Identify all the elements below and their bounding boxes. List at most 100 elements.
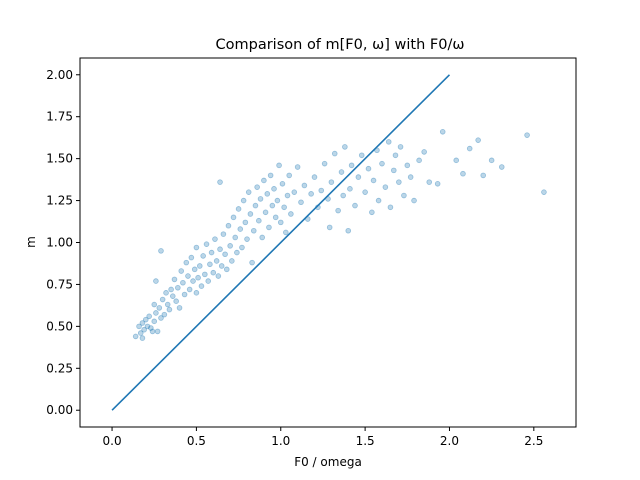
y-tick-label: 1.25	[46, 194, 73, 208]
scatter-point	[185, 273, 191, 279]
scatter-point	[358, 152, 365, 159]
scatter-point	[198, 283, 205, 289]
scatter-point	[144, 323, 151, 330]
scatter-point	[379, 160, 385, 167]
y-axis: 0.00 0.25 0.50 0.75 1.00 1.25 1.50 1.75 2.00	[46, 68, 80, 417]
scatter-point	[202, 271, 208, 278]
scatter-point	[164, 301, 171, 308]
scatter-point	[272, 214, 279, 221]
scatter-point	[335, 207, 341, 214]
scatter-point	[141, 326, 147, 333]
scatter-point	[207, 261, 213, 268]
scatter-point	[193, 244, 200, 251]
scatter-point	[267, 172, 274, 179]
scatter-point	[276, 162, 282, 169]
scatter-point	[352, 202, 358, 209]
scatter-point	[348, 162, 355, 169]
scatter-point	[257, 196, 264, 202]
scatter-point	[321, 160, 328, 167]
scatter-point	[411, 197, 417, 204]
scatter-point	[460, 170, 466, 177]
scatter-point	[139, 335, 146, 341]
scatter-point	[421, 149, 427, 155]
y-tick-label: 1.50	[46, 152, 73, 166]
scatter-point	[262, 209, 269, 216]
scatter-point	[397, 144, 404, 150]
scatter-point	[318, 187, 325, 194]
scatter-point	[392, 152, 399, 159]
scatter-point	[205, 278, 212, 284]
reference-line	[111, 74, 451, 411]
scatter-point	[158, 315, 164, 321]
scatter-point	[524, 132, 530, 138]
scatter-point	[281, 204, 287, 211]
scatter-point	[308, 191, 314, 197]
scatter-point	[261, 177, 267, 184]
scatter-point	[169, 293, 176, 299]
scatter-point	[338, 169, 345, 175]
scatter-point	[175, 284, 181, 291]
y-tick-label: 0.50	[46, 319, 73, 333]
scatter-point	[355, 174, 362, 180]
x-tick-label: 0.5	[187, 434, 206, 448]
scatter-point	[362, 189, 368, 195]
scatter-point	[326, 224, 333, 231]
scatter-point	[196, 263, 203, 269]
scatter-point	[139, 320, 146, 326]
scatter-point	[158, 248, 164, 254]
scatter-point	[453, 157, 460, 164]
scatter-point	[284, 192, 291, 199]
scatter-point	[171, 276, 178, 283]
plot-area	[111, 74, 547, 411]
scatter-point	[146, 313, 152, 320]
scatter-point	[250, 227, 257, 234]
x-tick-label: 1.0	[271, 434, 290, 448]
scatter-point	[195, 274, 201, 281]
scatter-point	[225, 222, 232, 229]
scatter-point	[279, 180, 286, 187]
scatter-point	[235, 206, 242, 212]
scatter-point	[385, 139, 392, 145]
scatter-point	[137, 330, 144, 336]
scatter-point	[149, 328, 156, 335]
scatter-point	[210, 269, 217, 276]
scatter-point	[242, 219, 249, 226]
scatter-point	[148, 325, 154, 331]
scatter-point	[254, 184, 260, 190]
scatter-point	[156, 305, 163, 311]
scatter-point	[298, 199, 304, 206]
scatter-point	[340, 192, 346, 199]
scatter-point	[222, 251, 228, 258]
scatter-point	[136, 323, 142, 330]
scatter-point	[498, 164, 505, 170]
scatter-point	[416, 157, 422, 164]
scatter-point	[213, 258, 220, 264]
y-tick-label: 0.75	[46, 277, 73, 291]
y-tick-label: 0.25	[46, 361, 73, 375]
scatter-point	[387, 204, 394, 211]
scatter-point	[151, 301, 158, 308]
scatter-point	[176, 305, 183, 311]
y-tick-label: 2.00	[46, 68, 73, 82]
scatter-point	[401, 192, 407, 199]
scatter-point	[180, 279, 186, 286]
scatter-point	[277, 219, 284, 226]
scatter-point	[161, 311, 168, 318]
scatter-point	[159, 296, 166, 303]
scatter-point	[269, 202, 276, 209]
scatter-point	[230, 214, 237, 221]
scatter-point	[286, 172, 292, 179]
scatter-point	[288, 211, 294, 217]
scatter-point	[188, 254, 195, 261]
scatter-point	[208, 249, 215, 256]
chart-title: Comparison of m[F0, ω] with F0/ω	[216, 37, 465, 53]
y-axis-label: m	[24, 236, 38, 248]
scatter-point	[274, 197, 281, 204]
scatter-point	[234, 249, 240, 256]
x-axis-label: F0 / omega	[294, 455, 362, 469]
scatter-point	[227, 243, 233, 249]
x-axis: 0.0 0.5 1.0 1.5 2.0 2.5	[103, 427, 543, 448]
scatter-point	[203, 241, 210, 247]
